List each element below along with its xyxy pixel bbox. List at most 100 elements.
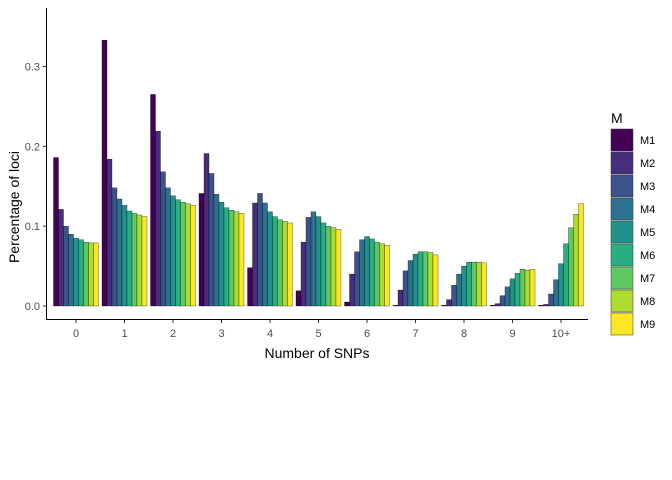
bar-m1-8: [441, 305, 447, 307]
legend-label-m2: M2: [640, 158, 655, 170]
bar-m2-8: [446, 299, 452, 307]
bar-m8-4: [282, 221, 288, 307]
legend-key-m2: [610, 151, 634, 175]
bar-m3-10plus: [548, 293, 554, 307]
bar-m5-10plus: [558, 263, 564, 307]
bar-m4-8: [456, 273, 462, 307]
bar-m5-8: [461, 265, 467, 307]
bar-m5-5: [315, 216, 322, 307]
bar-m8-0: [88, 242, 94, 307]
bar-m2-0: [58, 209, 64, 307]
y-tick-label: 0.2: [25, 141, 40, 153]
bar-m1-7: [392, 305, 399, 307]
bar-m9-9: [529, 269, 536, 307]
bar-m7-6: [374, 241, 380, 307]
y-tick-label: 0.0: [25, 301, 40, 313]
bar-m8-1: [136, 214, 143, 307]
x-tick-label: 5: [315, 328, 321, 340]
bar-m3-8: [451, 285, 457, 307]
legend-key-m7: [610, 266, 634, 290]
bar-m4-3: [213, 194, 220, 307]
bar-m1-6: [344, 301, 350, 307]
bar-m7-2: [180, 202, 186, 307]
bar-m8-7: [427, 252, 434, 307]
legend-key-m8: [610, 289, 634, 313]
y-ticks: 0.0 0.1 0.2 0.3: [25, 62, 46, 313]
bar-m8-2: [185, 203, 191, 307]
bar-m5-1: [121, 205, 128, 307]
bar-m1-5: [295, 290, 302, 307]
bar-m6-1: [126, 210, 133, 307]
y-axis-title: Percentage of loci: [6, 151, 22, 263]
bar-m9-1: [141, 216, 148, 307]
bar-m4-9: [504, 286, 511, 307]
bar-m2-7: [397, 289, 404, 307]
x-tick-label: 4: [267, 328, 273, 340]
bar-m6-10plus: [563, 243, 569, 307]
bar-m7-0: [83, 241, 89, 307]
x-tick-label: 2: [170, 328, 176, 340]
bar-m5-9: [509, 278, 516, 307]
bar-m6-4: [272, 216, 278, 307]
bar-m7-10plus: [568, 227, 574, 307]
bar-m7-7: [422, 251, 429, 307]
bar-m9-3: [238, 213, 245, 307]
x-tick-label: 7: [412, 328, 418, 340]
bar-m6-9: [514, 273, 521, 307]
bar-m3-5: [305, 217, 312, 307]
x-tick-label: 3: [218, 328, 224, 340]
x-tick-label: 1: [121, 328, 127, 340]
bar-m9-0: [93, 242, 99, 307]
bar-m1-9: [489, 305, 496, 307]
bar-m6-8: [466, 261, 472, 307]
y-tick-label: 0.1: [25, 221, 40, 233]
bar-m4-10plus: [553, 279, 559, 307]
bar-m5-6: [364, 236, 370, 307]
bar-m4-6: [359, 239, 365, 307]
legend-label-m9: M9: [640, 319, 655, 331]
bar-m6-6: [369, 238, 375, 307]
bar-m7-1: [131, 213, 138, 307]
bar-m8-10plus: [573, 214, 579, 307]
bar-m2-4: [252, 202, 258, 307]
bar-m6-2: [175, 199, 181, 307]
x-tick-label: 6: [364, 328, 370, 340]
bar-m6-0: [78, 239, 84, 307]
bar-m7-8: [471, 261, 477, 307]
bar-m3-0: [63, 226, 69, 307]
bar-m9-5: [335, 229, 342, 307]
x-ticks: 0 1 2 3 4 5 6 7 8 9 10+: [73, 320, 570, 340]
bar-m4-4: [262, 202, 268, 307]
bar-m5-0: [73, 237, 79, 307]
x-tick-label: 10+: [552, 328, 571, 340]
bar-m1-3: [198, 193, 205, 307]
axes-layer: [46, 8, 588, 320]
bar-m2-2: [155, 131, 161, 307]
bar-m5-3: [218, 202, 225, 307]
x-tick-label: 8: [461, 328, 467, 340]
bar-m6-7: [417, 251, 424, 307]
legend-label-m3: M3: [640, 181, 655, 193]
bar-m5-7: [412, 253, 419, 307]
bar-m9-7: [432, 254, 439, 307]
bar-m3-7: [402, 270, 409, 307]
legend-title: M: [611, 110, 623, 126]
bar-m3-3: [208, 173, 215, 307]
bar-m8-5: [330, 227, 337, 307]
x-tick-label: 9: [509, 328, 515, 340]
bar-m2-3: [203, 153, 210, 307]
bar-m9-8: [481, 262, 487, 307]
bar-m2-6: [349, 273, 355, 307]
y-tick-label: 0.3: [25, 62, 40, 74]
bar-m1-1: [101, 40, 108, 307]
bar-m3-2: [160, 171, 166, 307]
bar-m1-2: [150, 94, 156, 307]
legend-label-m1: M1: [640, 135, 655, 147]
bar-m9-2: [190, 205, 196, 307]
bar-m8-9: [524, 269, 531, 307]
legend-label-m8: M8: [640, 296, 655, 308]
bar-m8-6: [379, 243, 385, 307]
bar-m7-4: [277, 219, 283, 307]
legend-label-m5: M5: [640, 227, 655, 239]
